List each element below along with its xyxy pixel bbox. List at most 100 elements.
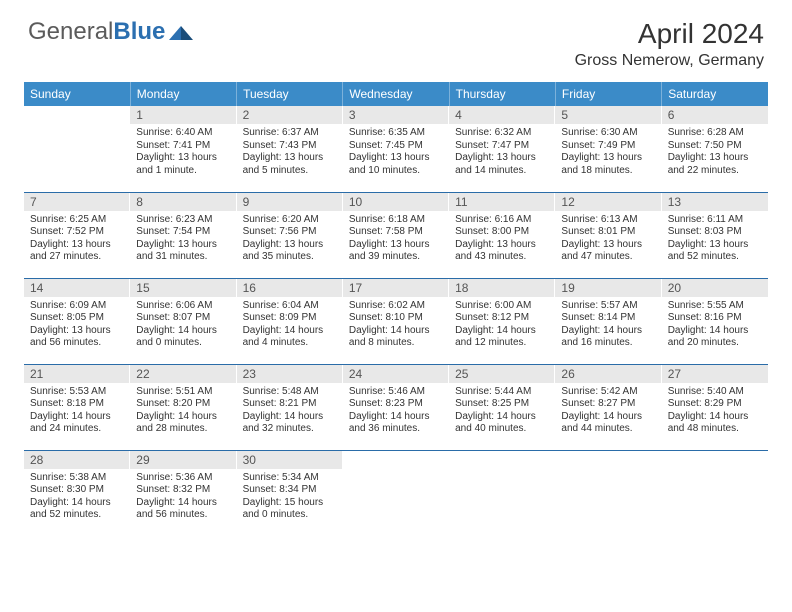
day-number: 5 xyxy=(555,106,661,124)
calendar-day-cell: 5Sunrise: 6:30 AMSunset: 7:49 PMDaylight… xyxy=(555,106,661,192)
day-content: Sunrise: 6:00 AMSunset: 8:12 PMDaylight:… xyxy=(449,297,555,354)
logo-text: GeneralBlue xyxy=(28,18,165,46)
daylight-text: Daylight: 14 hours and 40 minutes. xyxy=(455,411,549,436)
daylight-text: Daylight: 13 hours and 43 minutes. xyxy=(455,239,549,264)
sunset-text: Sunset: 7:58 PM xyxy=(349,226,443,239)
day-number xyxy=(343,451,449,455)
calendar-day-cell xyxy=(555,450,661,536)
day-content: Sunrise: 5:42 AMSunset: 8:27 PMDaylight:… xyxy=(555,383,661,440)
sunrise-text: Sunrise: 6:28 AM xyxy=(668,127,762,140)
daylight-text: Daylight: 14 hours and 8 minutes. xyxy=(349,325,443,350)
sunset-text: Sunset: 7:49 PM xyxy=(561,140,655,153)
day-number: 8 xyxy=(130,193,236,211)
day-content: Sunrise: 6:37 AMSunset: 7:43 PMDaylight:… xyxy=(237,124,343,181)
sunrise-text: Sunrise: 6:16 AM xyxy=(455,214,549,227)
sunrise-text: Sunrise: 5:44 AM xyxy=(455,386,549,399)
day-content: Sunrise: 6:20 AMSunset: 7:56 PMDaylight:… xyxy=(237,211,343,268)
day-number: 17 xyxy=(343,279,449,297)
sunset-text: Sunset: 8:29 PM xyxy=(668,398,762,411)
month-title: April 2024 xyxy=(575,18,764,50)
day-content: Sunrise: 6:09 AMSunset: 8:05 PMDaylight:… xyxy=(24,297,130,354)
calendar-day-cell: 19Sunrise: 5:57 AMSunset: 8:14 PMDayligh… xyxy=(555,278,661,364)
day-number: 14 xyxy=(24,279,130,297)
sunset-text: Sunset: 7:56 PM xyxy=(243,226,337,239)
weekday-header: Wednesday xyxy=(343,82,449,106)
daylight-text: Daylight: 14 hours and 52 minutes. xyxy=(30,497,124,522)
sunset-text: Sunset: 8:12 PM xyxy=(455,312,549,325)
daylight-text: Daylight: 14 hours and 0 minutes. xyxy=(136,325,230,350)
weekday-header: Thursday xyxy=(449,82,555,106)
sunrise-text: Sunrise: 5:53 AM xyxy=(30,386,124,399)
sunrise-text: Sunrise: 5:42 AM xyxy=(561,386,655,399)
day-number: 6 xyxy=(662,106,768,124)
sunset-text: Sunset: 8:27 PM xyxy=(561,398,655,411)
day-content: Sunrise: 6:18 AMSunset: 7:58 PMDaylight:… xyxy=(343,211,449,268)
logo-text-2: Blue xyxy=(113,18,165,45)
day-content: Sunrise: 6:06 AMSunset: 8:07 PMDaylight:… xyxy=(130,297,236,354)
day-number: 9 xyxy=(237,193,343,211)
daylight-text: Daylight: 14 hours and 48 minutes. xyxy=(668,411,762,436)
calendar-day-cell: 23Sunrise: 5:48 AMSunset: 8:21 PMDayligh… xyxy=(237,364,343,450)
day-content: Sunrise: 6:35 AMSunset: 7:45 PMDaylight:… xyxy=(343,124,449,181)
day-number: 7 xyxy=(24,193,130,211)
day-number: 3 xyxy=(343,106,449,124)
calendar-week-row: 28Sunrise: 5:38 AMSunset: 8:30 PMDayligh… xyxy=(24,450,768,536)
logo: GeneralBlue xyxy=(28,18,195,46)
calendar-week-row: 7Sunrise: 6:25 AMSunset: 7:52 PMDaylight… xyxy=(24,192,768,278)
calendar-day-cell: 16Sunrise: 6:04 AMSunset: 8:09 PMDayligh… xyxy=(237,278,343,364)
calendar-day-cell: 2Sunrise: 6:37 AMSunset: 7:43 PMDaylight… xyxy=(237,106,343,192)
daylight-text: Daylight: 13 hours and 52 minutes. xyxy=(668,239,762,264)
calendar-day-cell xyxy=(662,450,768,536)
day-number: 19 xyxy=(555,279,661,297)
daylight-text: Daylight: 13 hours and 5 minutes. xyxy=(243,152,337,177)
day-content: Sunrise: 6:13 AMSunset: 8:01 PMDaylight:… xyxy=(555,211,661,268)
weekday-header-row: Sunday Monday Tuesday Wednesday Thursday… xyxy=(24,82,768,106)
calendar-day-cell: 26Sunrise: 5:42 AMSunset: 8:27 PMDayligh… xyxy=(555,364,661,450)
header: GeneralBlue April 2024 Gross Nemerow, Ge… xyxy=(0,0,792,78)
sunset-text: Sunset: 7:52 PM xyxy=(30,226,124,239)
day-content: Sunrise: 6:23 AMSunset: 7:54 PMDaylight:… xyxy=(130,211,236,268)
day-content: Sunrise: 5:55 AMSunset: 8:16 PMDaylight:… xyxy=(662,297,768,354)
sunrise-text: Sunrise: 5:48 AM xyxy=(243,386,337,399)
sunrise-text: Sunrise: 5:38 AM xyxy=(30,472,124,485)
calendar-day-cell: 11Sunrise: 6:16 AMSunset: 8:00 PMDayligh… xyxy=(449,192,555,278)
day-number: 10 xyxy=(343,193,449,211)
daylight-text: Daylight: 13 hours and 22 minutes. xyxy=(668,152,762,177)
day-number: 30 xyxy=(237,451,343,469)
day-content: Sunrise: 6:11 AMSunset: 8:03 PMDaylight:… xyxy=(662,211,768,268)
sunset-text: Sunset: 7:50 PM xyxy=(668,140,762,153)
sunset-text: Sunset: 7:47 PM xyxy=(455,140,549,153)
daylight-text: Daylight: 13 hours and 27 minutes. xyxy=(30,239,124,264)
day-content: Sunrise: 5:44 AMSunset: 8:25 PMDaylight:… xyxy=(449,383,555,440)
daylight-text: Daylight: 14 hours and 24 minutes. xyxy=(30,411,124,436)
day-number xyxy=(24,106,130,110)
logo-triangle-icon xyxy=(167,22,195,42)
daylight-text: Daylight: 13 hours and 10 minutes. xyxy=(349,152,443,177)
weekday-header: Tuesday xyxy=(237,82,343,106)
day-content: Sunrise: 5:48 AMSunset: 8:21 PMDaylight:… xyxy=(237,383,343,440)
day-number: 22 xyxy=(130,365,236,383)
calendar-day-cell: 15Sunrise: 6:06 AMSunset: 8:07 PMDayligh… xyxy=(130,278,236,364)
sunrise-text: Sunrise: 5:55 AM xyxy=(668,300,762,313)
calendar-day-cell: 8Sunrise: 6:23 AMSunset: 7:54 PMDaylight… xyxy=(130,192,236,278)
sunset-text: Sunset: 7:41 PM xyxy=(136,140,230,153)
sunrise-text: Sunrise: 5:57 AM xyxy=(561,300,655,313)
sunset-text: Sunset: 8:30 PM xyxy=(30,484,124,497)
sunset-text: Sunset: 8:20 PM xyxy=(136,398,230,411)
day-number xyxy=(449,451,555,455)
sunrise-text: Sunrise: 6:32 AM xyxy=(455,127,549,140)
sunset-text: Sunset: 7:43 PM xyxy=(243,140,337,153)
day-number xyxy=(662,451,768,455)
sunset-text: Sunset: 8:00 PM xyxy=(455,226,549,239)
calendar-day-cell: 17Sunrise: 6:02 AMSunset: 8:10 PMDayligh… xyxy=(343,278,449,364)
sunrise-text: Sunrise: 6:35 AM xyxy=(349,127,443,140)
daylight-text: Daylight: 13 hours and 47 minutes. xyxy=(561,239,655,264)
calendar-day-cell: 4Sunrise: 6:32 AMSunset: 7:47 PMDaylight… xyxy=(449,106,555,192)
day-number: 26 xyxy=(555,365,661,383)
day-content: Sunrise: 5:46 AMSunset: 8:23 PMDaylight:… xyxy=(343,383,449,440)
day-content: Sunrise: 5:34 AMSunset: 8:34 PMDaylight:… xyxy=(237,469,343,526)
sunset-text: Sunset: 7:54 PM xyxy=(136,226,230,239)
sunset-text: Sunset: 8:23 PM xyxy=(349,398,443,411)
calendar-day-cell: 27Sunrise: 5:40 AMSunset: 8:29 PMDayligh… xyxy=(662,364,768,450)
day-content: Sunrise: 5:38 AMSunset: 8:30 PMDaylight:… xyxy=(24,469,130,526)
